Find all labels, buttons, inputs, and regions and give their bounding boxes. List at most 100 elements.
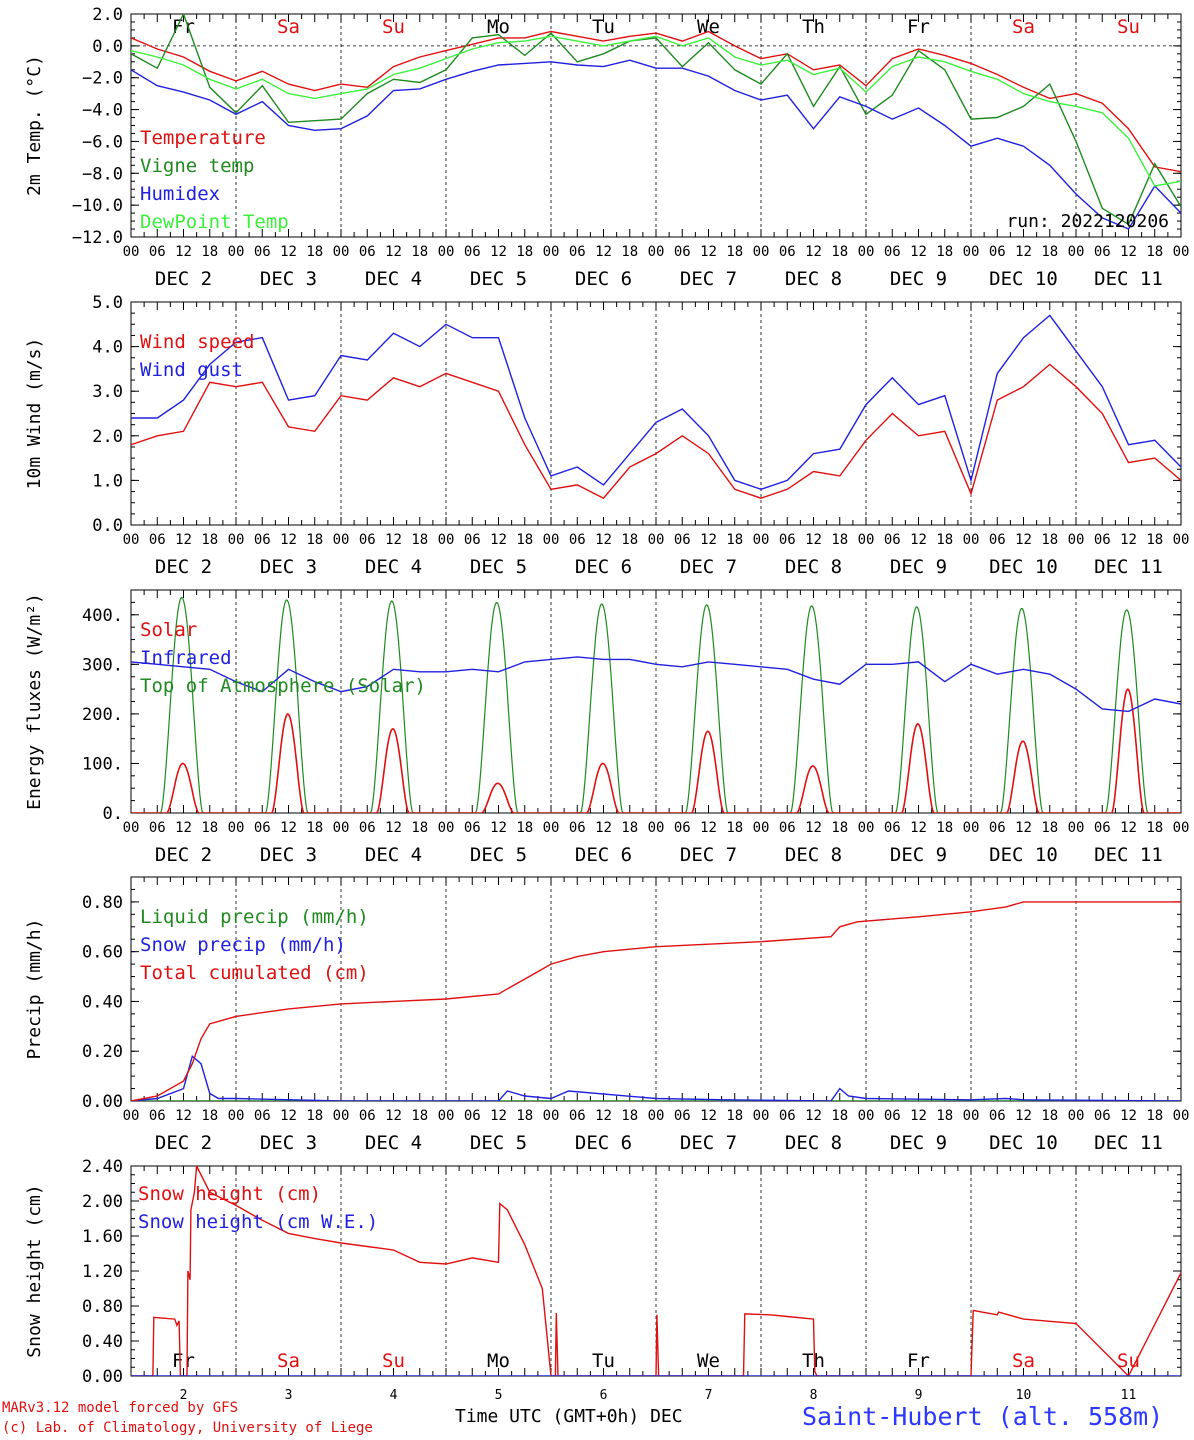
x-hour-label: 12: [1015, 1108, 1032, 1124]
x-hour-label: 18: [1041, 820, 1058, 836]
x-date-label: DEC 2: [155, 844, 212, 866]
x-date-label: DEC 9: [890, 844, 947, 866]
x-hour-label: 06: [464, 244, 481, 260]
x-hour-label: 18: [1146, 820, 1163, 836]
day-name-label: We: [697, 1350, 720, 1372]
x-hour-label: 18: [831, 532, 848, 548]
x-hour-label: 18: [411, 244, 428, 260]
x-hour-label: 18: [411, 1108, 428, 1124]
x-hour-label: 00: [858, 532, 875, 548]
x-date-label: DEC 7: [680, 1132, 737, 1154]
x-day-number: 6: [600, 1388, 608, 1403]
x-hour-label: 00: [753, 1108, 770, 1124]
x-hour-label: 00: [123, 244, 140, 260]
x-hour-label: 06: [464, 820, 481, 836]
y-tick-label: 400.: [82, 606, 123, 626]
x-hour-label: 00: [543, 532, 560, 548]
x-hour-label: 00: [963, 244, 980, 260]
x-hour-label: 18: [201, 1108, 218, 1124]
y-axis-label: Precip (mm/h): [24, 919, 45, 1060]
x-day-number: 3: [285, 1388, 293, 1403]
series-total-cumulated-cm--line: [131, 901, 1181, 1101]
x-hour-label: 00: [858, 244, 875, 260]
x-day-number: 7: [705, 1388, 713, 1403]
x-hour-label: 12: [700, 820, 717, 836]
legend-vigne-temp: Vigne temp: [140, 155, 254, 177]
x-hour-label: 12: [595, 1108, 612, 1124]
x-hour-label: 06: [989, 244, 1006, 260]
x-hour-label: 06: [989, 820, 1006, 836]
y-axis-label: 2m Temp. (°C): [24, 55, 45, 196]
x-hour-label: 00: [753, 532, 770, 548]
x-hour-label: 06: [464, 1108, 481, 1124]
x-hour-label: 12: [700, 244, 717, 260]
y-tick-label: 1.20: [82, 1262, 123, 1282]
x-hour-label: 06: [779, 532, 796, 548]
x-hour-label: 06: [1094, 1108, 1111, 1124]
x-date-label: DEC 11: [1094, 844, 1163, 866]
x-hour-label: 00: [1068, 244, 1085, 260]
day-name-label: Su: [382, 16, 405, 38]
x-hour-label: 06: [779, 1108, 796, 1124]
x-hour-label: 06: [779, 244, 796, 260]
x-hour-label: 00: [1068, 1108, 1085, 1124]
x-hour-label: 00: [228, 1108, 245, 1124]
x-hour-label: 06: [989, 532, 1006, 548]
y-tick-label: 0.40: [82, 1332, 123, 1352]
legend-infrared: Infrared: [140, 647, 232, 669]
x-hour-label: 12: [490, 1108, 507, 1124]
series-snow-precip-mm-h--line: [131, 1054, 1181, 1101]
x-date-label: DEC 8: [785, 556, 842, 578]
x-hour-label: 00: [648, 532, 665, 548]
x-hour-label: 12: [175, 820, 192, 836]
x-hour-label: 18: [201, 820, 218, 836]
x-hour-label: 12: [175, 532, 192, 548]
x-hour-label: 18: [516, 1108, 533, 1124]
y-tick-label: 0.0: [92, 37, 123, 57]
x-date-label: DEC 6: [575, 556, 632, 578]
x-hour-label: 12: [385, 244, 402, 260]
x-hour-label: 00: [438, 532, 455, 548]
x-hour-label: 12: [280, 820, 297, 836]
x-date-label: DEC 5: [470, 556, 527, 578]
y-tick-label: −6.0: [82, 132, 123, 152]
x-day-number: 2: [180, 1388, 188, 1403]
x-date-label: DEC 2: [155, 1132, 212, 1154]
y-axis-label: 10m Wind (m/s): [24, 338, 45, 490]
x-hour-label: 06: [254, 244, 271, 260]
x-hour-label: 18: [411, 820, 428, 836]
x-hour-label: 12: [280, 532, 297, 548]
x-hour-label: 12: [280, 244, 297, 260]
x-hour-label: 12: [1120, 244, 1137, 260]
y-axis-label: Energy fluxes (W/m²): [24, 593, 45, 810]
x-hour-label: 00: [228, 532, 245, 548]
x-date-label: DEC 10: [989, 268, 1058, 290]
panel-5: 2.40 2.00 1.60 1.20 0.80 0.40 0.00 Snow height …: [24, 1157, 1182, 1403]
x-hour-label: 00: [438, 244, 455, 260]
x-hour-label: 18: [621, 1108, 638, 1124]
x-hour-label: 00: [123, 820, 140, 836]
day-name-label: Th: [802, 1350, 825, 1372]
y-axis-label: Snow height (cm): [24, 1184, 45, 1357]
y-tick-label: 0.0: [92, 516, 123, 536]
x-hour-label: 00: [333, 1108, 350, 1124]
x-hour-label: 12: [805, 244, 822, 260]
x-date-label: DEC 11: [1094, 1132, 1163, 1154]
x-hour-label: 18: [621, 244, 638, 260]
x-date-label: DEC 4: [365, 844, 422, 866]
x-hour-label: 18: [726, 820, 743, 836]
x-hour-label: 00: [858, 1108, 875, 1124]
x-date-label: DEC 3: [260, 844, 317, 866]
x-date-label: DEC 6: [575, 1132, 632, 1154]
x-hour-label: 12: [910, 532, 927, 548]
x-hour-label: 06: [254, 1108, 271, 1124]
x-hour-label: 06: [1094, 532, 1111, 548]
y-tick-label: 2.0: [92, 5, 123, 25]
legend-liquid-precip-mm-h-: Liquid precip (mm/h): [140, 906, 369, 928]
x-hour-label: 18: [831, 244, 848, 260]
x-hour-label: 00: [333, 532, 350, 548]
x-hour-label: 18: [306, 820, 323, 836]
toa-solar-line: [131, 596, 1181, 813]
day-name-label: Sa: [1012, 1350, 1035, 1372]
x-hour-label: 06: [1094, 244, 1111, 260]
